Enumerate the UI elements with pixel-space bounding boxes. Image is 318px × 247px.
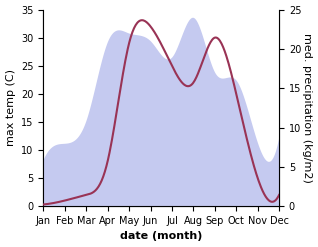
X-axis label: date (month): date (month) (120, 231, 203, 242)
Y-axis label: max temp (C): max temp (C) (5, 69, 16, 146)
Y-axis label: med. precipitation (kg/m2): med. precipitation (kg/m2) (302, 33, 313, 183)
